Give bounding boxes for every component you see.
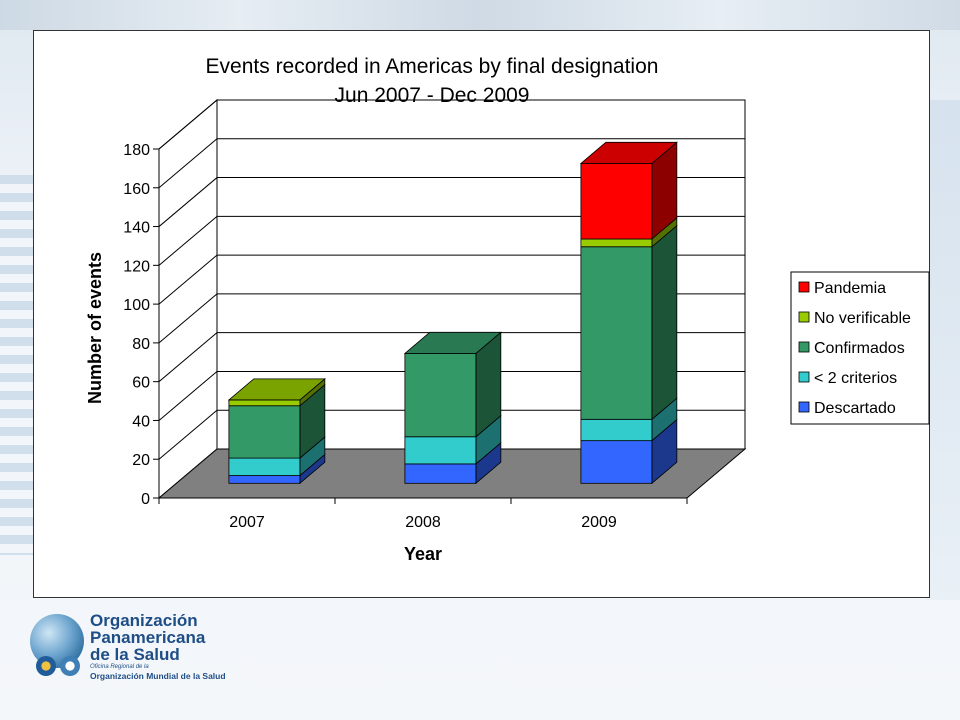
y-tick-label: 60 (132, 375, 150, 392)
chart-title: Events recorded in Americas by final des… (206, 55, 659, 78)
y-tick-label: 120 (123, 258, 150, 275)
gridline-side (158, 371, 218, 421)
chart-side-wall (158, 98, 218, 500)
bar-Descartado (404, 463, 477, 484)
bar-side-Confirmados (651, 224, 678, 421)
organization-logo: Organización Panamericana de la Salud Of… (26, 608, 286, 688)
legend-box (790, 271, 930, 425)
bar-No verificable (580, 238, 653, 248)
bar-< 2 criterios (580, 418, 653, 442)
legend-swatch (798, 281, 810, 293)
chart-frame: 0 20 40 60 80 100 120 140 160 180 2007 2008 2009 Even… (33, 30, 930, 598)
bar-No verificable (228, 399, 301, 407)
bar-Confirmados (228, 405, 301, 459)
bar-top (227, 378, 326, 401)
bar-top (403, 331, 502, 354)
legend-label: Pandemia (814, 280, 886, 297)
gridline-side (158, 138, 218, 189)
gridline-side (158, 409, 218, 460)
x-tick-label: 2009 (581, 514, 617, 531)
y-axis-title: Number of events (85, 252, 105, 404)
y-tick-label: 40 (132, 413, 150, 430)
who-seal-icon (60, 656, 80, 676)
bar-< 2 criterios (228, 457, 301, 476)
y-tick-label: 80 (132, 336, 150, 353)
y-tick-label: 100 (123, 297, 150, 314)
x-axis-title: Year (404, 544, 442, 564)
gridline-side (158, 99, 218, 150)
y-tick-label: 180 (123, 142, 150, 159)
legend-swatch (798, 401, 810, 413)
gridline-side (158, 332, 218, 383)
background-banner (0, 0, 960, 30)
chart-svg: 0 20 40 60 80 100 120 140 160 180 2007 2008 2009 Even… (85, 55, 930, 564)
bar-Descartado (580, 440, 653, 484)
paho-seal-icon (36, 656, 56, 676)
bar-top (579, 141, 678, 164)
legend-swatch (798, 341, 810, 353)
legend-swatch (798, 371, 810, 383)
legend-label: No verificable (814, 310, 911, 327)
x-tick-label: 2007 (229, 514, 265, 531)
logo-subtitle-2: Organización Mundial de la Salud (90, 671, 226, 681)
legend-label: Confirmados (814, 340, 905, 357)
x-tick-label: 2008 (405, 514, 441, 531)
gridline-side (158, 177, 218, 227)
bar-< 2 criterios (404, 436, 477, 465)
y-tick-label: 160 (123, 181, 150, 198)
gridline-side (158, 254, 218, 305)
bar-Confirmados (404, 352, 477, 438)
gridline-side (158, 215, 218, 266)
bar-Descartado (228, 475, 301, 484)
legend-label: < 2 criterios (814, 370, 897, 387)
logo-title: Organización Panamericana de la Salud (90, 611, 206, 664)
legend-swatch (798, 311, 810, 323)
legend-label: Descartado (814, 400, 896, 417)
bar-Pandemia (580, 162, 653, 240)
logo-subtitle-1: Oficina Regional de la (90, 664, 149, 670)
background-map-edge (926, 100, 960, 600)
y-tick-label: 140 (123, 220, 150, 237)
y-tick-label: 0 (141, 491, 150, 508)
gridline-side (158, 293, 218, 344)
y-tick-label: 20 (132, 452, 150, 469)
chart-subtitle: Jun 2007 - Dec 2009 (335, 84, 530, 107)
bar-Confirmados (580, 246, 653, 420)
